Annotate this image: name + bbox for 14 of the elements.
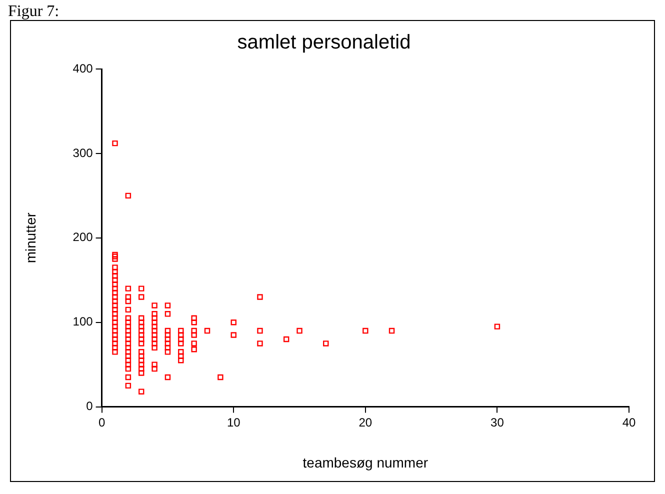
- x-tick-label: 30: [490, 415, 504, 430]
- chart-title: samlet personaletid: [237, 32, 411, 54]
- y-tick-label: 400: [72, 61, 94, 76]
- text: Figur 7:: [8, 3, 60, 20]
- x-tick-label: 20: [358, 415, 372, 430]
- x-axis-title: teambesøg nummer: [302, 454, 428, 470]
- y-tick-label: 0: [86, 399, 94, 414]
- y-tick-label: 200: [72, 230, 94, 244]
- y-tick-label: 100: [72, 314, 94, 329]
- x-tick-label: 0: [98, 415, 106, 430]
- y-tick-label: 300: [72, 146, 94, 160]
- y-axis-title: minutter: [22, 212, 38, 264]
- x-tick-label: 40: [622, 415, 636, 430]
- x-tick-label: 10: [226, 415, 241, 430]
